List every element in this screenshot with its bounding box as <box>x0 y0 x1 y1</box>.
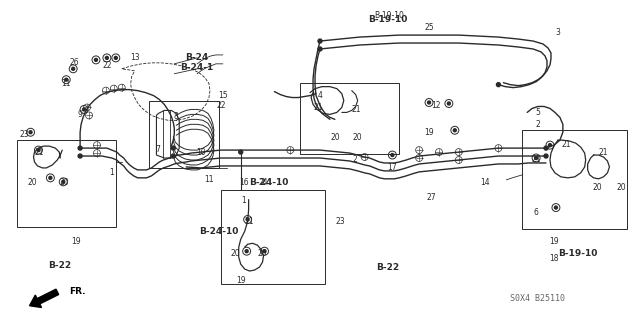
Text: 20: 20 <box>353 133 362 142</box>
Text: 19: 19 <box>71 237 81 246</box>
Bar <box>221 190 325 284</box>
Text: 21: 21 <box>35 148 44 157</box>
Circle shape <box>453 129 456 132</box>
Circle shape <box>263 250 266 253</box>
Text: 4: 4 <box>317 91 323 100</box>
Text: B-22: B-22 <box>376 263 399 272</box>
Text: 15: 15 <box>218 91 228 100</box>
Text: 27: 27 <box>426 193 436 202</box>
Text: 18: 18 <box>549 254 559 263</box>
Circle shape <box>62 180 65 183</box>
Text: B-19-10: B-19-10 <box>374 11 404 20</box>
Text: 11: 11 <box>61 79 71 88</box>
Text: 7: 7 <box>155 145 160 154</box>
Text: 14: 14 <box>480 178 490 187</box>
Text: 9: 9 <box>77 110 83 119</box>
Text: B-24-10: B-24-10 <box>199 227 239 236</box>
Circle shape <box>78 154 82 158</box>
Bar <box>150 100 219 168</box>
Bar <box>300 83 399 154</box>
Circle shape <box>497 83 500 87</box>
Circle shape <box>246 218 249 221</box>
Circle shape <box>95 58 97 61</box>
Circle shape <box>447 102 451 105</box>
Circle shape <box>115 56 117 59</box>
Circle shape <box>428 101 431 104</box>
Text: 20: 20 <box>330 133 340 142</box>
Text: 25: 25 <box>424 23 434 32</box>
Circle shape <box>318 47 322 51</box>
Text: 20: 20 <box>258 249 268 258</box>
Text: 10: 10 <box>196 148 206 157</box>
Circle shape <box>106 56 108 59</box>
Text: 21: 21 <box>599 148 608 157</box>
Circle shape <box>72 67 75 70</box>
Circle shape <box>37 149 40 152</box>
Text: 5: 5 <box>536 108 541 117</box>
FancyArrow shape <box>29 289 59 308</box>
Text: 19: 19 <box>236 276 246 285</box>
Circle shape <box>554 206 557 209</box>
Circle shape <box>29 131 32 134</box>
Text: 16: 16 <box>239 178 248 187</box>
Text: 1: 1 <box>109 168 114 177</box>
Circle shape <box>245 250 248 253</box>
Text: 20: 20 <box>60 178 69 187</box>
Text: 21: 21 <box>245 218 254 226</box>
Text: 19: 19 <box>424 128 434 137</box>
Text: 21: 21 <box>561 140 571 149</box>
Circle shape <box>239 150 243 154</box>
Text: S0X4 B25110: S0X4 B25110 <box>510 294 565 303</box>
Circle shape <box>544 146 548 150</box>
Circle shape <box>65 78 68 81</box>
Circle shape <box>49 176 52 179</box>
Text: B-24-1: B-24-1 <box>180 63 214 72</box>
Text: 20: 20 <box>593 183 602 192</box>
Circle shape <box>318 39 322 43</box>
Circle shape <box>172 146 175 150</box>
Text: 24: 24 <box>259 178 268 187</box>
Text: 21: 21 <box>531 155 541 164</box>
Bar <box>522 130 627 229</box>
Text: 8: 8 <box>174 112 179 122</box>
Circle shape <box>172 154 175 158</box>
Text: 22: 22 <box>102 61 111 70</box>
Text: B-24: B-24 <box>186 53 209 62</box>
Text: 20: 20 <box>28 178 37 187</box>
Circle shape <box>78 146 82 150</box>
Text: 23: 23 <box>20 130 29 139</box>
Text: 17: 17 <box>388 163 397 172</box>
Text: 13: 13 <box>130 53 140 62</box>
Text: 6: 6 <box>534 208 538 217</box>
Text: B-19-10: B-19-10 <box>558 249 597 258</box>
Text: 20: 20 <box>231 249 241 258</box>
Text: 2: 2 <box>536 120 540 129</box>
Text: 22: 22 <box>216 100 226 109</box>
Text: B-19-10: B-19-10 <box>368 15 407 24</box>
Circle shape <box>83 108 86 111</box>
Text: 2: 2 <box>353 155 357 164</box>
Text: 26: 26 <box>69 58 79 67</box>
Text: FR.: FR. <box>69 287 86 296</box>
Text: 1: 1 <box>241 196 246 205</box>
Text: 3: 3 <box>556 28 561 37</box>
Bar <box>17 140 116 227</box>
Text: B-22: B-22 <box>48 261 71 270</box>
Text: 23: 23 <box>335 218 344 226</box>
Circle shape <box>548 144 552 147</box>
Text: 19: 19 <box>549 237 559 246</box>
Text: 20: 20 <box>616 183 626 192</box>
Circle shape <box>544 154 548 158</box>
Text: 21: 21 <box>313 103 323 113</box>
Text: B-24-10: B-24-10 <box>249 178 288 187</box>
Circle shape <box>534 157 538 160</box>
Circle shape <box>391 153 394 157</box>
Text: 11: 11 <box>204 175 214 184</box>
Text: 21: 21 <box>352 106 362 115</box>
Text: 12: 12 <box>431 100 441 109</box>
